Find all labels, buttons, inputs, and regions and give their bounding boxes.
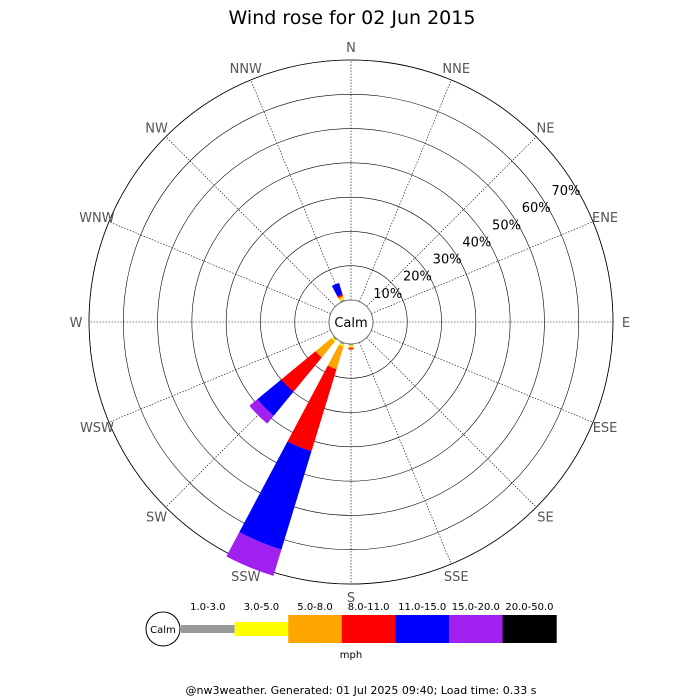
ring-labels: 10%20%30%40%50%60%70% [373,184,580,302]
petal-segment-sw-1.0-3.0 [332,335,338,341]
spoke-nne [359,79,452,302]
direction-label-nne: NNE [442,62,470,77]
legend-swatch [502,615,557,643]
spoke-ese [371,330,594,423]
petal-segment-ssw-3.0-5.0 [339,342,345,347]
direction-label-sw: SW [146,510,167,525]
legend-swatch [341,615,396,643]
ring-label: 70% [551,184,580,199]
spoke-ne [366,136,537,307]
petal-segment-sw-5.0-8.0 [315,338,335,358]
speed-legend: Calm 1.0-3.0 3.0-5.0 5.0-8.0 8.0-11.0 11.0-15… [145,602,557,647]
legend-units: mph [340,650,362,661]
grid-ring [191,162,511,482]
petal-segment-sw-8.0-11.0 [281,351,322,392]
direction-label-w: W [70,316,83,331]
spoke-nw [165,136,336,307]
petal-segment-nnw-8.0-11.0 [337,294,344,299]
direction-label-ese: ESE [593,421,618,436]
spoke-wsw [108,330,331,423]
chart-title: Wind rose for 02 Jun 2015 [229,7,476,29]
petal-segment-sw-11.0-15.0 [257,379,294,416]
petal-segment-sw-15.0-20.0 [249,399,274,424]
wind-petals [226,282,354,576]
petal-segment-nnw-11.0-15.0 [331,282,343,297]
calm-label: Calm [334,316,367,331]
spoke-ene [371,221,594,314]
ring-label: 50% [492,218,521,233]
direction-label-wsw: WSW [80,421,114,436]
direction-label-se: SE [537,510,553,525]
direction-label-ne: NE [536,122,554,137]
petal-segment-ssw-1.0-3.0 [339,341,345,345]
petal-segment-ssw-15.0-20.0 [226,532,282,576]
ring-label: 30% [433,253,462,268]
legend-swatch [288,615,343,643]
spoke-wnw [108,221,331,314]
ring-label: 40% [462,235,491,250]
legend-calm-label: Calm [150,625,176,636]
petal-segment-nnw-3.0-5.0 [339,297,345,302]
petal-segment-nnw-5.0-8.0 [338,296,344,300]
legend-bin-label: 5.0-8.0 [297,602,332,613]
direction-labels: N NNE NE ENE E ESE SE SSE S SSW SW WSW W WNW NW NNW [70,41,631,606]
legend-bin-label: 11.0-15.0 [398,602,446,613]
legend-bin-label: 1.0-3.0 [190,602,225,613]
legend-bin-label: 3.0-5.0 [244,602,279,613]
grid-ring [122,93,580,551]
direction-label-wnw: WNW [79,211,115,226]
ring-label: 20% [403,270,432,285]
calm-circle [328,299,374,345]
petal-segment-ssw-11.0-15.0 [239,441,312,550]
petal-segment-s-8.0-11.0 [348,347,354,350]
grid-ring [260,231,442,413]
spoke-sse [359,342,452,565]
direction-label-nw: NW [145,122,168,137]
legend-swatch [449,615,504,643]
grid-outer-ring [88,59,614,585]
direction-label-ene: ENE [592,211,618,226]
legend-bin-label: 8.0-11.0 [348,602,390,613]
direction-label-sse: SSE [444,570,469,585]
direction-label-e: E [622,316,630,331]
direction-label-ssw: SSW [231,570,261,585]
petal-segment-s-5.0-8.0 [348,346,354,349]
legend-swatch [395,615,450,643]
direction-label-s: S [347,591,355,606]
ring-label: 10% [373,287,402,302]
petal-segment-sw-3.0-5.0 [331,337,336,342]
spoke-se [366,337,537,508]
petal-segment-nnw-1.0-3.0 [339,299,345,303]
petal-segment-s-3.0-5.0 [348,345,354,347]
legend-bin-label: 20.0-50.0 [505,602,553,613]
legend-swatch [234,622,289,636]
ring-label: 60% [522,201,551,216]
petal-segment-ssw-5.0-8.0 [327,344,344,370]
legend-swatch [181,625,235,633]
petal-segment-ssw-8.0-11.0 [287,365,337,452]
footer-text: @nw3weather. Generated: 01 Jul 2025 09:4… [186,684,537,697]
legend-calm-circle [145,611,181,647]
spoke-nnw [250,79,343,302]
direction-label-n: N [346,41,356,56]
legend-bin-label: 15.0-20.0 [452,602,500,613]
direction-label-nnw: NNW [230,62,262,77]
